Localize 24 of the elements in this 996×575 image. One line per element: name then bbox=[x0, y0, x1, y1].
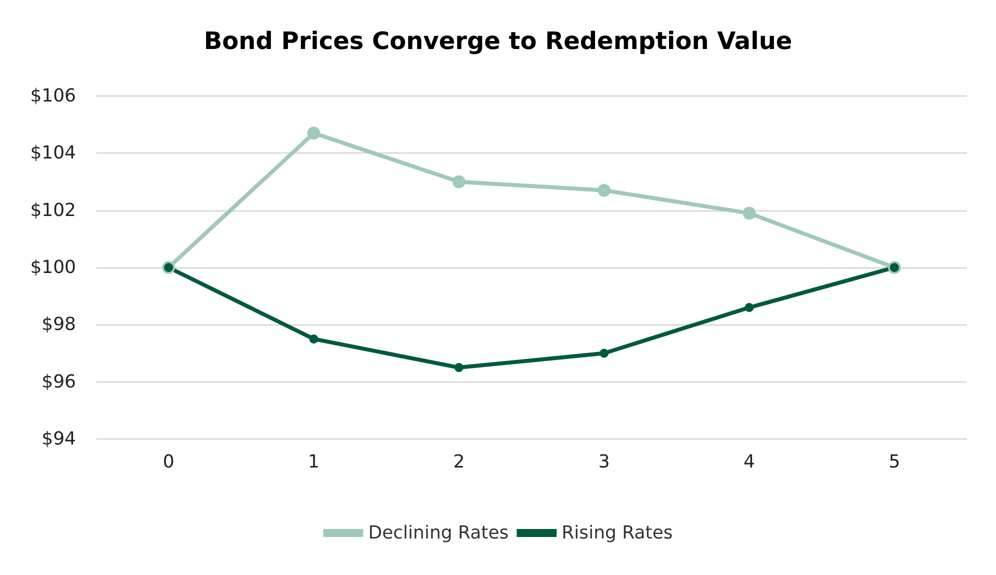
x-tick-label: 4 bbox=[744, 452, 755, 472]
point bbox=[307, 126, 320, 140]
point bbox=[454, 363, 464, 372]
chart-title: Bond Prices Converge to Redemption Value bbox=[204, 27, 792, 55]
point bbox=[309, 334, 318, 344]
x-tick-label: 0 bbox=[162, 452, 174, 472]
x-tick-label: 5 bbox=[888, 452, 900, 472]
y-tick-label: $96 bbox=[42, 371, 76, 392]
y-tick-label: $98 bbox=[42, 314, 76, 336]
y-tick-label: $102 bbox=[30, 200, 76, 221]
point bbox=[452, 175, 466, 188]
point bbox=[598, 184, 611, 197]
x-tick-label: 2 bbox=[453, 452, 465, 472]
y-tick-label: $94 bbox=[42, 428, 76, 450]
point bbox=[600, 348, 609, 358]
y-tick-label: $100 bbox=[30, 257, 76, 278]
point bbox=[742, 206, 756, 220]
x-tick-label: 1 bbox=[308, 452, 320, 472]
x-tick-label: 3 bbox=[598, 452, 610, 472]
legend-label: Rising Rates bbox=[562, 522, 673, 544]
legend-label: Declining Rates bbox=[368, 522, 509, 544]
y-tick-label: $106 bbox=[30, 86, 76, 106]
point bbox=[744, 303, 754, 312]
y-tick-label: $104 bbox=[30, 142, 76, 164]
